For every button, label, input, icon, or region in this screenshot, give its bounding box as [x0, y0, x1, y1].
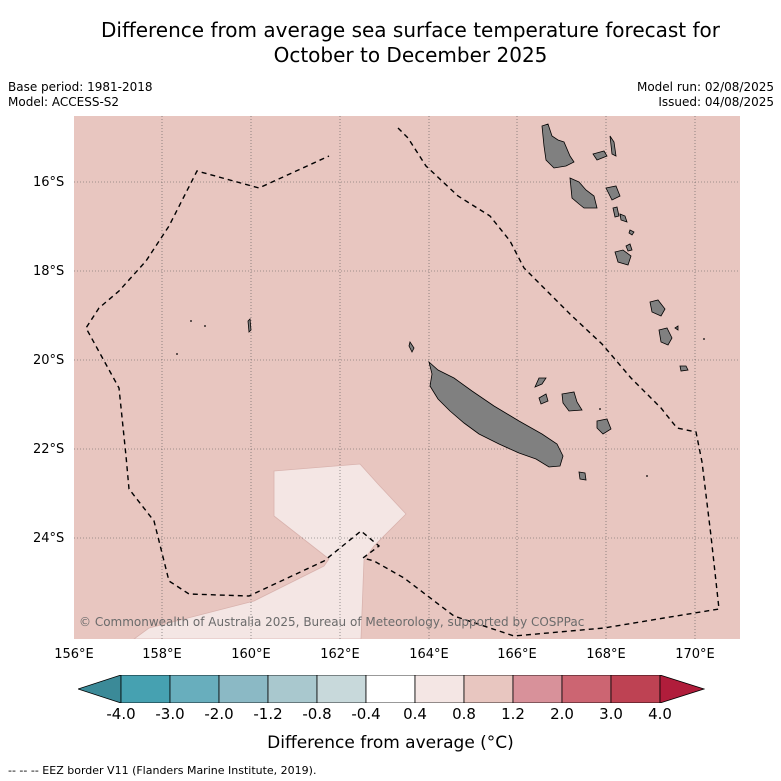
eez-border	[85, 127, 720, 637]
small-islets	[176, 320, 705, 477]
colorbar-segment	[610, 675, 661, 703]
eez-footnote: -- -- -- EEZ border V11 (Flanders Marine…	[8, 764, 317, 777]
title-line-2: October to December 2025	[273, 43, 548, 67]
lon-label-158e: 158°E	[142, 647, 182, 662]
colorbar-tick: 3.0	[599, 705, 623, 723]
lon-label-170e: 170°E	[675, 647, 715, 662]
graticule	[74, 116, 740, 639]
lon-label-164e: 164°E	[409, 647, 449, 662]
colorbar-segment	[218, 675, 269, 703]
land-masses	[247, 123, 689, 481]
colorbar-segment	[169, 675, 220, 703]
colorbar-segment	[414, 675, 465, 703]
lat-label-24s: 24°S	[33, 531, 65, 546]
new-caledonia-island	[428, 360, 564, 468]
issued-date: Issued: 04/08/2025	[658, 95, 774, 109]
title-line-1: Difference from average sea surface temp…	[100, 18, 720, 42]
vanuatu-island-north	[541, 123, 575, 169]
colorbar-segment	[120, 675, 171, 703]
lat-label-16s: 16°S	[33, 175, 65, 190]
warm-anomaly-background	[74, 116, 740, 639]
colorbar-tick: 2.0	[550, 705, 574, 723]
colorbar-tick: -2.0	[204, 705, 234, 723]
colorbar-tick: -4.0	[106, 705, 136, 723]
meta-left: Base period: 1981-2018 Model: ACCESS-S2	[8, 80, 153, 110]
colorbar	[78, 675, 705, 703]
colorbar-tick: -0.4	[351, 705, 381, 723]
map-svg	[74, 116, 740, 639]
colorbar-tick: -0.8	[302, 705, 332, 723]
chart-title: Difference from average sea surface temp…	[40, 18, 781, 68]
lat-label-18s: 18°S	[33, 264, 65, 279]
mild-anomaly-patch	[133, 463, 407, 639]
colorbar-segment	[512, 675, 563, 703]
colorbar-segment	[463, 675, 514, 703]
colorbar-segment	[316, 675, 367, 703]
colorbar-segment	[365, 675, 416, 703]
lon-label-160e: 160°E	[231, 647, 271, 662]
lat-label-20s: 20°S	[33, 353, 65, 368]
colorbar-tick: 4.0	[648, 705, 672, 723]
map-area: © Commonwealth of Australia 2025, Bureau…	[74, 116, 740, 639]
colorbar-tick: 1.2	[501, 705, 525, 723]
colorbar-extend-low	[78, 675, 122, 703]
base-period: Base period: 1981-2018	[8, 80, 153, 94]
lat-label-22s: 22°S	[33, 442, 65, 457]
colorbar-tick: 0.4	[403, 705, 427, 723]
colorbar-tick: -3.0	[155, 705, 185, 723]
colorbar-title: Difference from average (°C)	[267, 733, 514, 753]
copyright-notice: © Commonwealth of Australia 2025, Bureau…	[79, 615, 585, 629]
colorbar-tick: -1.2	[253, 705, 283, 723]
lon-label-162e: 162°E	[320, 647, 360, 662]
lon-label-168e: 168°E	[586, 647, 626, 662]
colorbar-segment	[267, 675, 318, 703]
lon-label-156e: 156°E	[54, 647, 94, 662]
colorbar-tick: 0.8	[452, 705, 476, 723]
colorbar-segment	[561, 675, 612, 703]
colorbar-extend-high	[659, 675, 705, 703]
meta-right: Model run: 02/08/2025 Issued: 04/08/2025	[637, 80, 774, 110]
model-name: Model: ACCESS-S2	[8, 95, 120, 109]
lon-label-166e: 166°E	[497, 647, 537, 662]
model-run: Model run: 02/08/2025	[636, 80, 774, 94]
